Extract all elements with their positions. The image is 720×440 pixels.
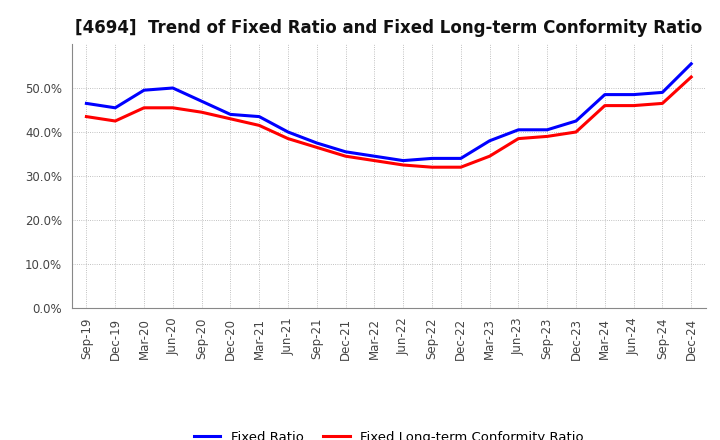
Fixed Ratio [428, 156, 436, 161]
Fixed Ratio [600, 92, 609, 97]
Fixed Ratio [370, 154, 379, 159]
Fixed Long-term Conformity Ratio [543, 134, 552, 139]
Fixed Long-term Conformity Ratio [485, 154, 494, 159]
Fixed Ratio [687, 61, 696, 66]
Fixed Long-term Conformity Ratio [341, 154, 350, 159]
Fixed Ratio [658, 90, 667, 95]
Fixed Long-term Conformity Ratio [456, 165, 465, 170]
Legend: Fixed Ratio, Fixed Long-term Conformity Ratio: Fixed Ratio, Fixed Long-term Conformity … [189, 425, 589, 440]
Fixed Ratio [543, 127, 552, 132]
Fixed Ratio [629, 92, 638, 97]
Fixed Ratio [255, 114, 264, 119]
Fixed Ratio [572, 118, 580, 124]
Title: [4694]  Trend of Fixed Ratio and Fixed Long-term Conformity Ratio: [4694] Trend of Fixed Ratio and Fixed Lo… [75, 19, 703, 37]
Fixed Long-term Conformity Ratio [168, 105, 177, 110]
Fixed Ratio [168, 85, 177, 91]
Fixed Long-term Conformity Ratio [399, 162, 408, 168]
Fixed Long-term Conformity Ratio [600, 103, 609, 108]
Fixed Long-term Conformity Ratio [629, 103, 638, 108]
Fixed Ratio [140, 88, 148, 93]
Fixed Long-term Conformity Ratio [312, 145, 321, 150]
Fixed Ratio [514, 127, 523, 132]
Fixed Long-term Conformity Ratio [140, 105, 148, 110]
Fixed Long-term Conformity Ratio [370, 158, 379, 163]
Fixed Ratio [111, 105, 120, 110]
Fixed Ratio [485, 138, 494, 143]
Fixed Long-term Conformity Ratio [658, 101, 667, 106]
Fixed Ratio [82, 101, 91, 106]
Fixed Long-term Conformity Ratio [284, 136, 292, 141]
Fixed Long-term Conformity Ratio [514, 136, 523, 141]
Fixed Ratio [197, 99, 206, 104]
Fixed Ratio [399, 158, 408, 163]
Fixed Long-term Conformity Ratio [572, 129, 580, 135]
Fixed Ratio [456, 156, 465, 161]
Fixed Long-term Conformity Ratio [428, 165, 436, 170]
Fixed Ratio [341, 149, 350, 154]
Fixed Long-term Conformity Ratio [226, 116, 235, 121]
Fixed Long-term Conformity Ratio [82, 114, 91, 119]
Fixed Ratio [226, 112, 235, 117]
Fixed Ratio [284, 129, 292, 135]
Fixed Long-term Conformity Ratio [255, 123, 264, 128]
Fixed Long-term Conformity Ratio [111, 118, 120, 124]
Fixed Ratio [312, 140, 321, 146]
Line: Fixed Long-term Conformity Ratio: Fixed Long-term Conformity Ratio [86, 77, 691, 167]
Line: Fixed Ratio: Fixed Ratio [86, 64, 691, 161]
Fixed Long-term Conformity Ratio [687, 74, 696, 80]
Fixed Long-term Conformity Ratio [197, 110, 206, 115]
